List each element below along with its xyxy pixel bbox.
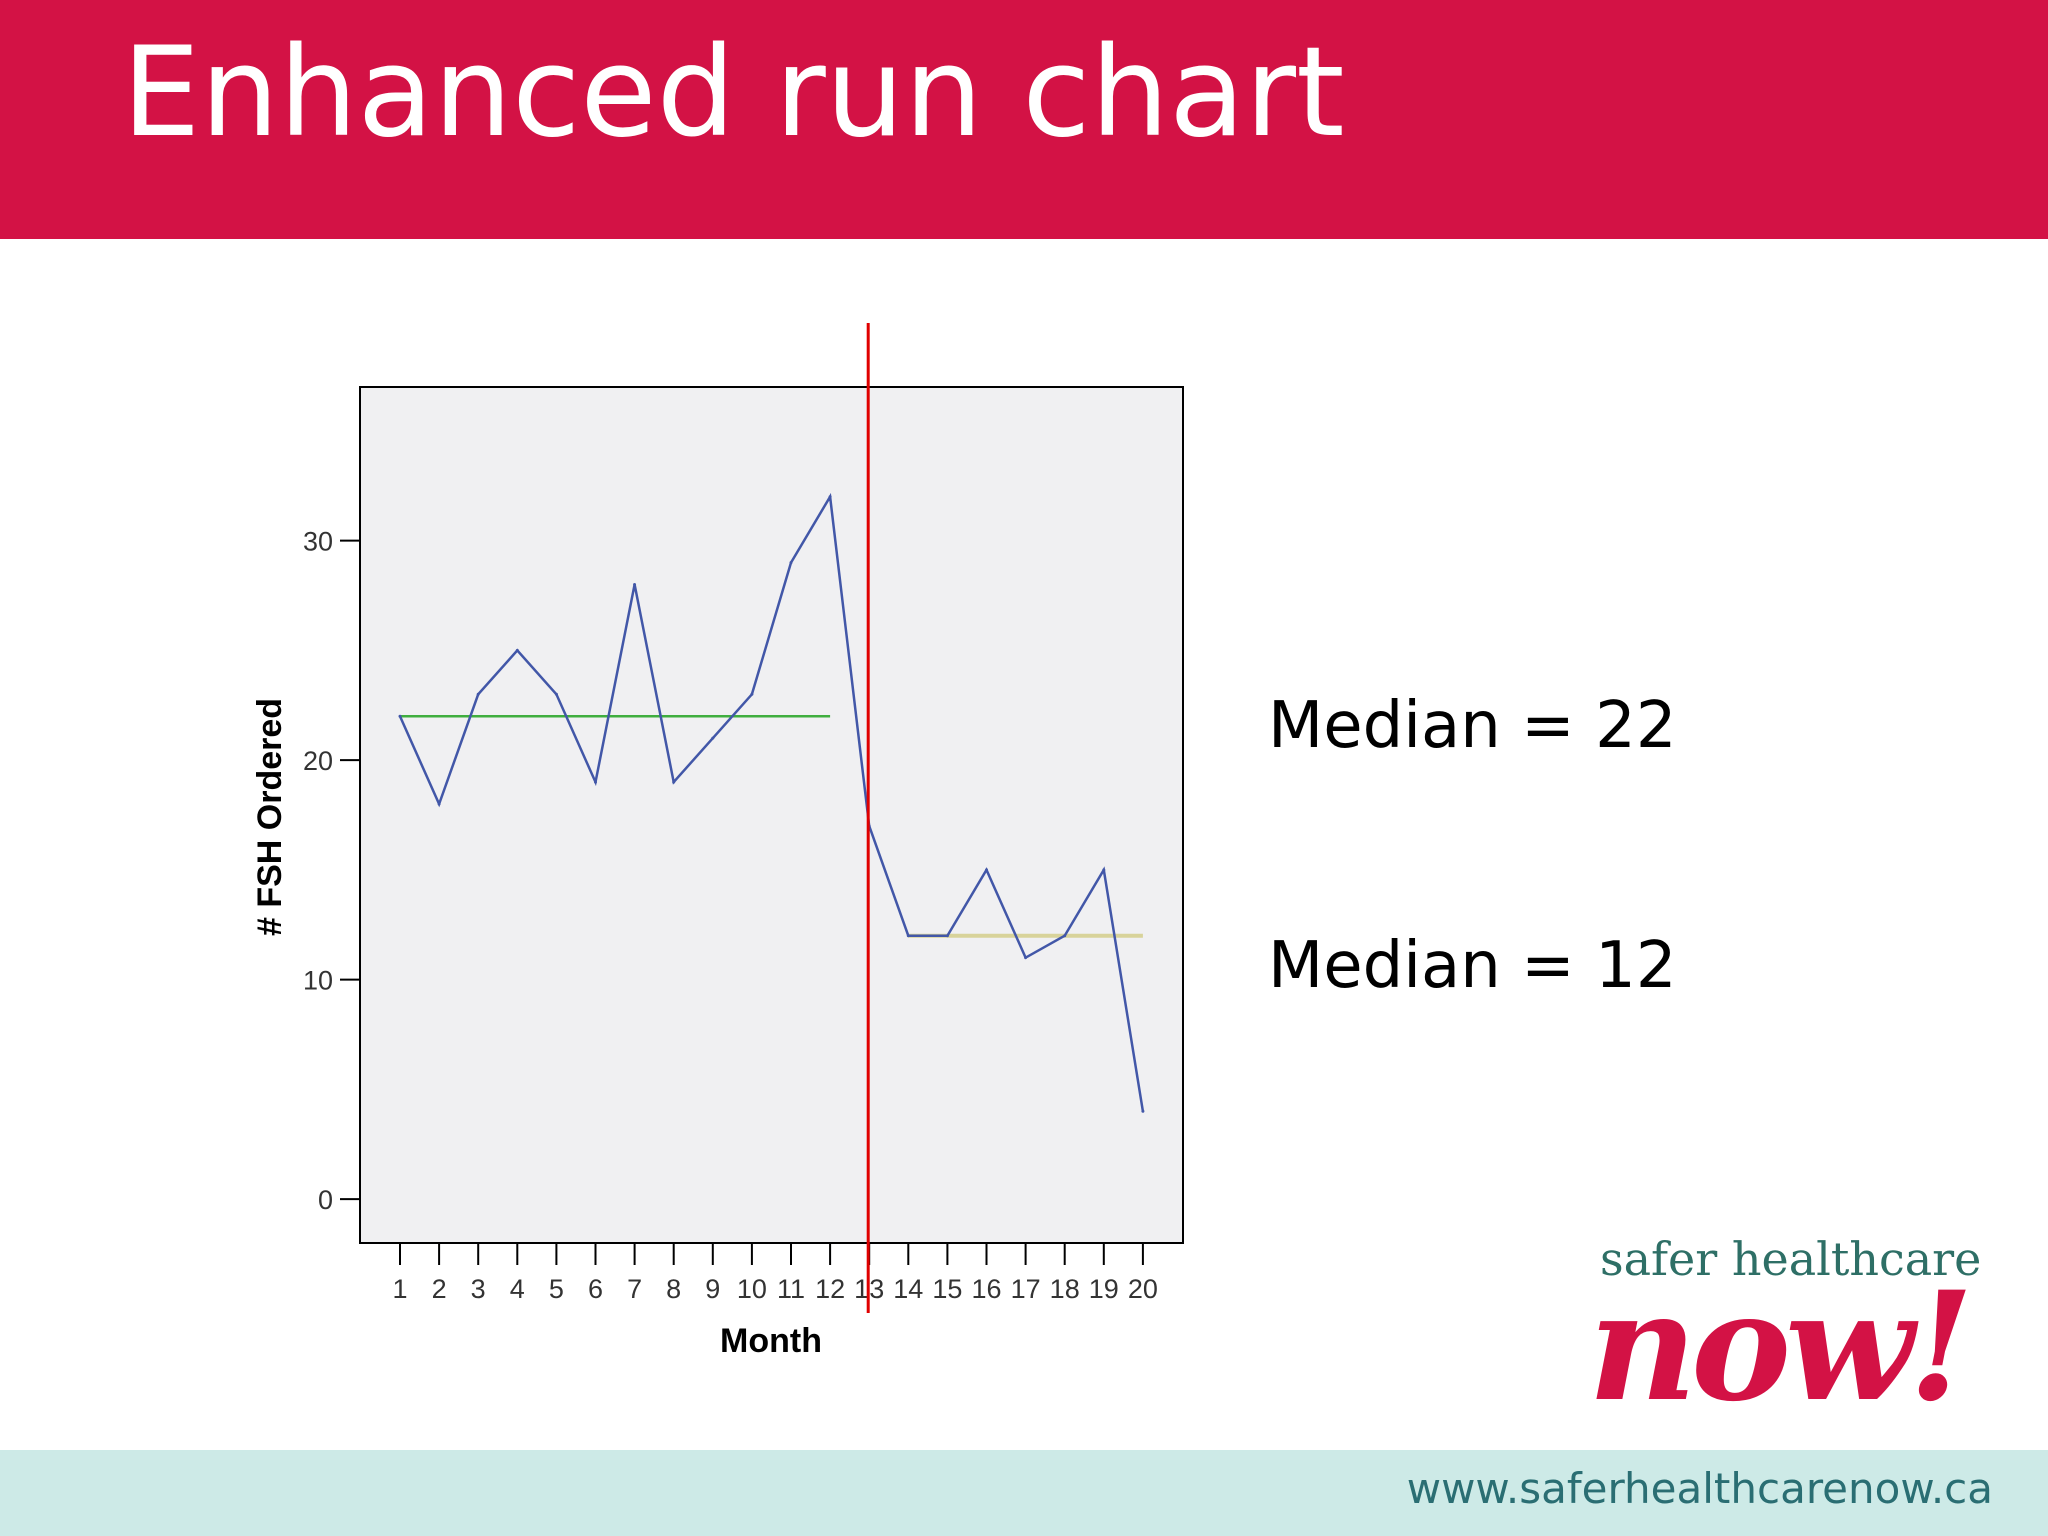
data-point xyxy=(945,934,949,938)
x-tick-label: 9 xyxy=(705,1274,720,1304)
x-tick-label: 2 xyxy=(432,1274,447,1304)
x-tick-label: 15 xyxy=(932,1274,962,1304)
x-tick-label: 1 xyxy=(392,1274,407,1304)
data-point xyxy=(906,934,910,938)
data-point xyxy=(1063,934,1067,938)
title-banner: Enhanced run chart xyxy=(0,0,2048,239)
x-tick-label: 18 xyxy=(1050,1274,1080,1304)
series-line xyxy=(398,492,1145,1112)
data-point xyxy=(515,648,519,652)
data-point xyxy=(1141,1109,1145,1113)
y-tick-label: 0 xyxy=(318,1185,333,1215)
x-tick-label: 3 xyxy=(471,1274,486,1304)
x-tick-label: 14 xyxy=(893,1274,923,1304)
x-tick-label: 8 xyxy=(666,1274,681,1304)
footer-url: www.saferhealthcarenow.ca xyxy=(1406,1464,1993,1513)
x-axis-label: Month xyxy=(720,1322,822,1360)
logo-text-top: safer healthcare xyxy=(1600,1232,1982,1286)
data-point xyxy=(398,714,402,718)
data-point xyxy=(594,780,597,784)
x-tick-label: 6 xyxy=(588,1274,603,1304)
y-tick-label: 20 xyxy=(303,746,333,776)
x-tick-label: 17 xyxy=(1011,1274,1041,1304)
logo-text-now: now! xyxy=(1588,1259,1974,1435)
data-point xyxy=(750,692,754,696)
x-tick-label: 16 xyxy=(971,1274,1001,1304)
data-point xyxy=(828,495,832,499)
median-annotation-2: Median = 12 xyxy=(1268,929,1677,1003)
data-point xyxy=(985,868,988,872)
y-tick-label: 10 xyxy=(303,966,333,996)
y-tick-label: 30 xyxy=(303,527,333,557)
data-point xyxy=(1024,956,1028,960)
footer-bar xyxy=(0,1450,2048,1536)
x-tick-label: 11 xyxy=(777,1274,805,1304)
x-tick-label: 4 xyxy=(510,1274,525,1304)
series-layer xyxy=(398,492,1145,1113)
x-tick-label: 5 xyxy=(549,1274,564,1304)
x-tick-label: 12 xyxy=(815,1274,845,1304)
y-axis: 0 10 20 30 xyxy=(303,527,360,1215)
data-point xyxy=(711,736,715,740)
x-tick-label: 20 xyxy=(1128,1274,1158,1304)
slide-title: Enhanced run chart xyxy=(122,21,1345,165)
data-point xyxy=(672,780,676,784)
x-tick-label: 7 xyxy=(627,1274,642,1304)
data-point xyxy=(1102,868,1106,872)
data-point xyxy=(437,802,441,806)
x-tick-label: 19 xyxy=(1089,1274,1119,1304)
data-point xyxy=(789,561,793,565)
x-tick-label: 10 xyxy=(737,1274,767,1304)
plot-area xyxy=(359,386,1184,1244)
y-axis-label: # FSH Ordered xyxy=(251,698,289,936)
data-point xyxy=(476,692,480,696)
x-axis: 1234567891011121314151617181920 xyxy=(392,1243,1158,1304)
median-annotation-1: Median = 22 xyxy=(1268,689,1677,763)
data-point xyxy=(633,583,637,587)
data-point xyxy=(554,692,558,696)
